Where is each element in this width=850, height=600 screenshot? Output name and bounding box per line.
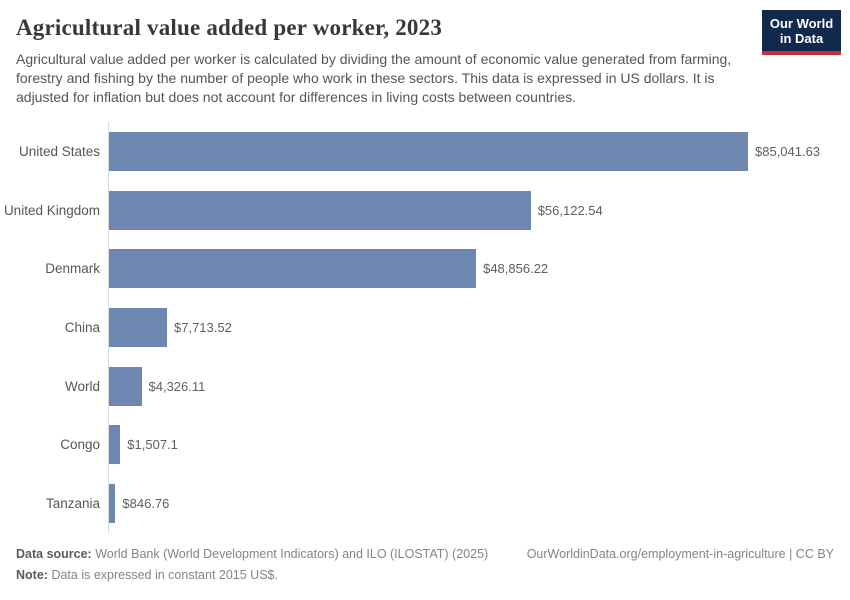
bar[interactable] [109,366,142,406]
category-label: United States [18,143,100,159]
bar-track: $4,326.11 [108,356,850,416]
data-source-label: Data source: [16,547,92,561]
category-label: United Kingdom [3,202,100,218]
bar-track: $1,507.1 [108,415,850,475]
category-label: World [64,378,100,394]
bar[interactable] [109,131,748,171]
category-label: China [64,319,100,335]
value-label: $48,856.22 [483,261,549,277]
bar-track: $7,713.52 [108,298,850,357]
bar-row: China $7,713.52 [0,298,850,357]
bar-row: World $4,326.11 [0,356,850,416]
footer-source-row: Data source: World Bank (World Developme… [16,544,834,565]
category-label: Denmark [45,261,100,277]
value-label: $85,041.63 [755,143,821,159]
value-label: $56,122.54 [537,202,603,218]
value-label: $846.76 [122,495,170,511]
bar-track: $846.76 [108,474,850,533]
owid-logo[interactable]: Our World in Data [762,10,841,55]
chart-header: Agricultural value added per worker, 202… [0,0,850,107]
data-source-text: World Bank (World Development Indicators… [95,547,489,561]
owid-url-link[interactable]: OurWorldinData.org/employment-in-agricul… [526,547,834,561]
bar[interactable] [109,307,167,347]
data-source: Data source: World Bank (World Developme… [16,544,488,565]
bar-track: $85,041.63 [108,122,850,181]
bar[interactable] [109,483,116,523]
note-text: Data is expressed in constant 2015 US$. [51,568,278,582]
bar[interactable] [109,249,477,289]
note-label: Note: [16,568,48,582]
category-label: Tanzania [45,495,100,511]
value-label: $1,507.1 [127,437,178,453]
chart-footer: Data source: World Bank (World Developme… [16,544,834,586]
owid-logo-line1: Our World [769,16,834,31]
chart-subtitle: Agricultural value added per worker is c… [16,51,732,105]
bar[interactable] [109,190,531,230]
bar-track: $56,122.54 [108,180,850,240]
category-label: Congo [60,437,100,453]
footer-note-row: Note: Data is expressed in constant 2015… [16,565,834,586]
bar-row: Tanzania $846.76 [0,474,850,533]
bar-track: $48,856.22 [108,239,850,299]
value-label: $7,713.52 [174,319,232,335]
bar[interactable] [109,425,121,465]
bar-row: Congo $1,507.1 [0,415,850,475]
value-label: $4,326.11 [148,378,206,394]
bar-row: United Kingdom $56,122.54 [0,180,850,240]
bar-row: Denmark $48,856.22 [0,239,850,299]
chart-title: Agricultural value added per worker, 202… [16,15,443,40]
bar-row: United States $85,041.63 [0,122,850,181]
owid-logo-line2: in Data [779,31,824,46]
bar-chart: United States $85,041.63 United Kingdom $56… [0,122,850,533]
